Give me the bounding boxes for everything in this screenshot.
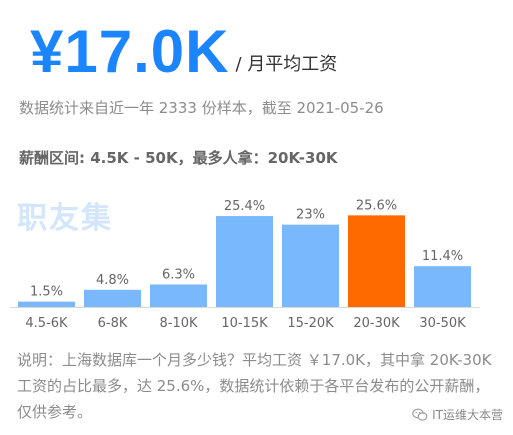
tick-label-8-10k: 8-10K [159, 316, 198, 331]
value-label-10-15k: 25.4% [224, 199, 265, 214]
tick-label-20-30k: 20-30K [353, 316, 400, 331]
bar-8-10k [150, 284, 207, 307]
tick-label-30-50k: 30-50K [419, 316, 466, 331]
value-label-6-8k: 4.8% [96, 273, 129, 288]
tick-label-4-5-6k: 4.5-6K [25, 316, 68, 331]
tick-label-10-15k: 10-15K [221, 316, 268, 331]
sample-note: 数据统计来自近一年 2333 份样本，截至 2021-05-26 [19, 99, 384, 117]
value-label-20-30k: 25.6% [356, 198, 397, 213]
value-label-30-50k: 11.4% [422, 249, 463, 264]
wechat-icon [412, 408, 428, 421]
bar-20-30k [348, 215, 405, 307]
bar-4-5-6k [18, 301, 75, 307]
average-salary: ¥17.0K / 月平均工资 [30, 22, 337, 82]
bar-30-50k [414, 266, 471, 307]
average-salary-unit: / 月平均工资 [235, 54, 338, 75]
description-text: 说明：上海数据库一个月多少钱？平均工资 ￥17.0K，其中拿 20K-30K 工… [17, 351, 492, 421]
average-salary-value: ¥17.0K [30, 18, 230, 85]
footer-source: IT运维大本营 [412, 406, 503, 423]
salary-distribution-chart: 1.5% 4.8% 6.3% 25.4% 23% 25.6% 11.4% 4.5-6K 6-8… [10, 198, 480, 331]
bar-10-15k [216, 216, 273, 307]
footer-label: IT运维大本营 [432, 408, 503, 422]
value-label-15-20k: 23% [296, 208, 325, 223]
tick-label-15-20k: 15-20K [287, 316, 334, 331]
watermark-logo: 职友集 [17, 201, 113, 236]
bar-15-20k [282, 224, 339, 307]
value-label-4-5-6k: 1.5% [30, 285, 63, 300]
salary-range-summary: 薪酬区间: 4.5K - 50K，最多人拿：20K-30K [19, 149, 338, 167]
bar-6-8k [84, 289, 141, 307]
tick-label-6-8k: 6-8K [98, 316, 128, 331]
value-label-8-10k: 6.3% [162, 267, 195, 282]
